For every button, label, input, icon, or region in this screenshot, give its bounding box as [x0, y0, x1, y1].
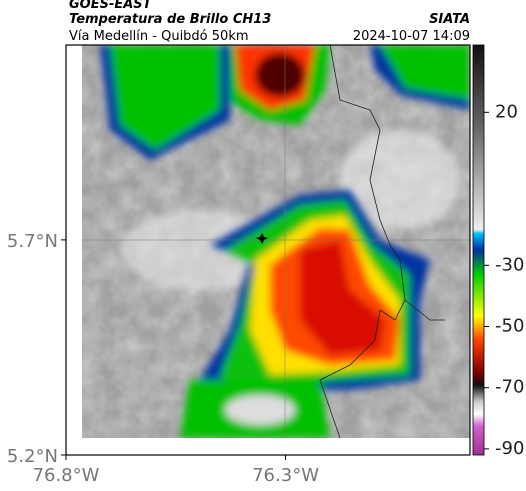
title: GOES-EAST [69, 0, 153, 12]
y-tick-label: 5.2°N [7, 446, 58, 467]
colorbar [472, 44, 485, 456]
colorbar-tick-label: 20 [495, 101, 518, 122]
y-tick-label: 5.7°N [7, 231, 58, 252]
source: SIATA [429, 12, 470, 27]
subtitle: Temperatura de Brillo CH13 [69, 12, 271, 27]
route: Vía Medellín - Quibdó 50km [69, 29, 249, 44]
x-tick-label: 76.3°W [252, 465, 319, 486]
colorbar-tick-label: -50 [495, 315, 524, 336]
colorbar-tick-label: -30 [495, 254, 524, 275]
satellite-image [82, 45, 470, 438]
x-tick-label: 76.8°W [33, 465, 100, 486]
colorbar-tick-label: -70 [495, 377, 524, 398]
map-frame [65, 44, 471, 456]
colorbar-tick-label: -90 [495, 438, 524, 459]
datetime: 2024-10-07 14:09 [353, 29, 470, 44]
